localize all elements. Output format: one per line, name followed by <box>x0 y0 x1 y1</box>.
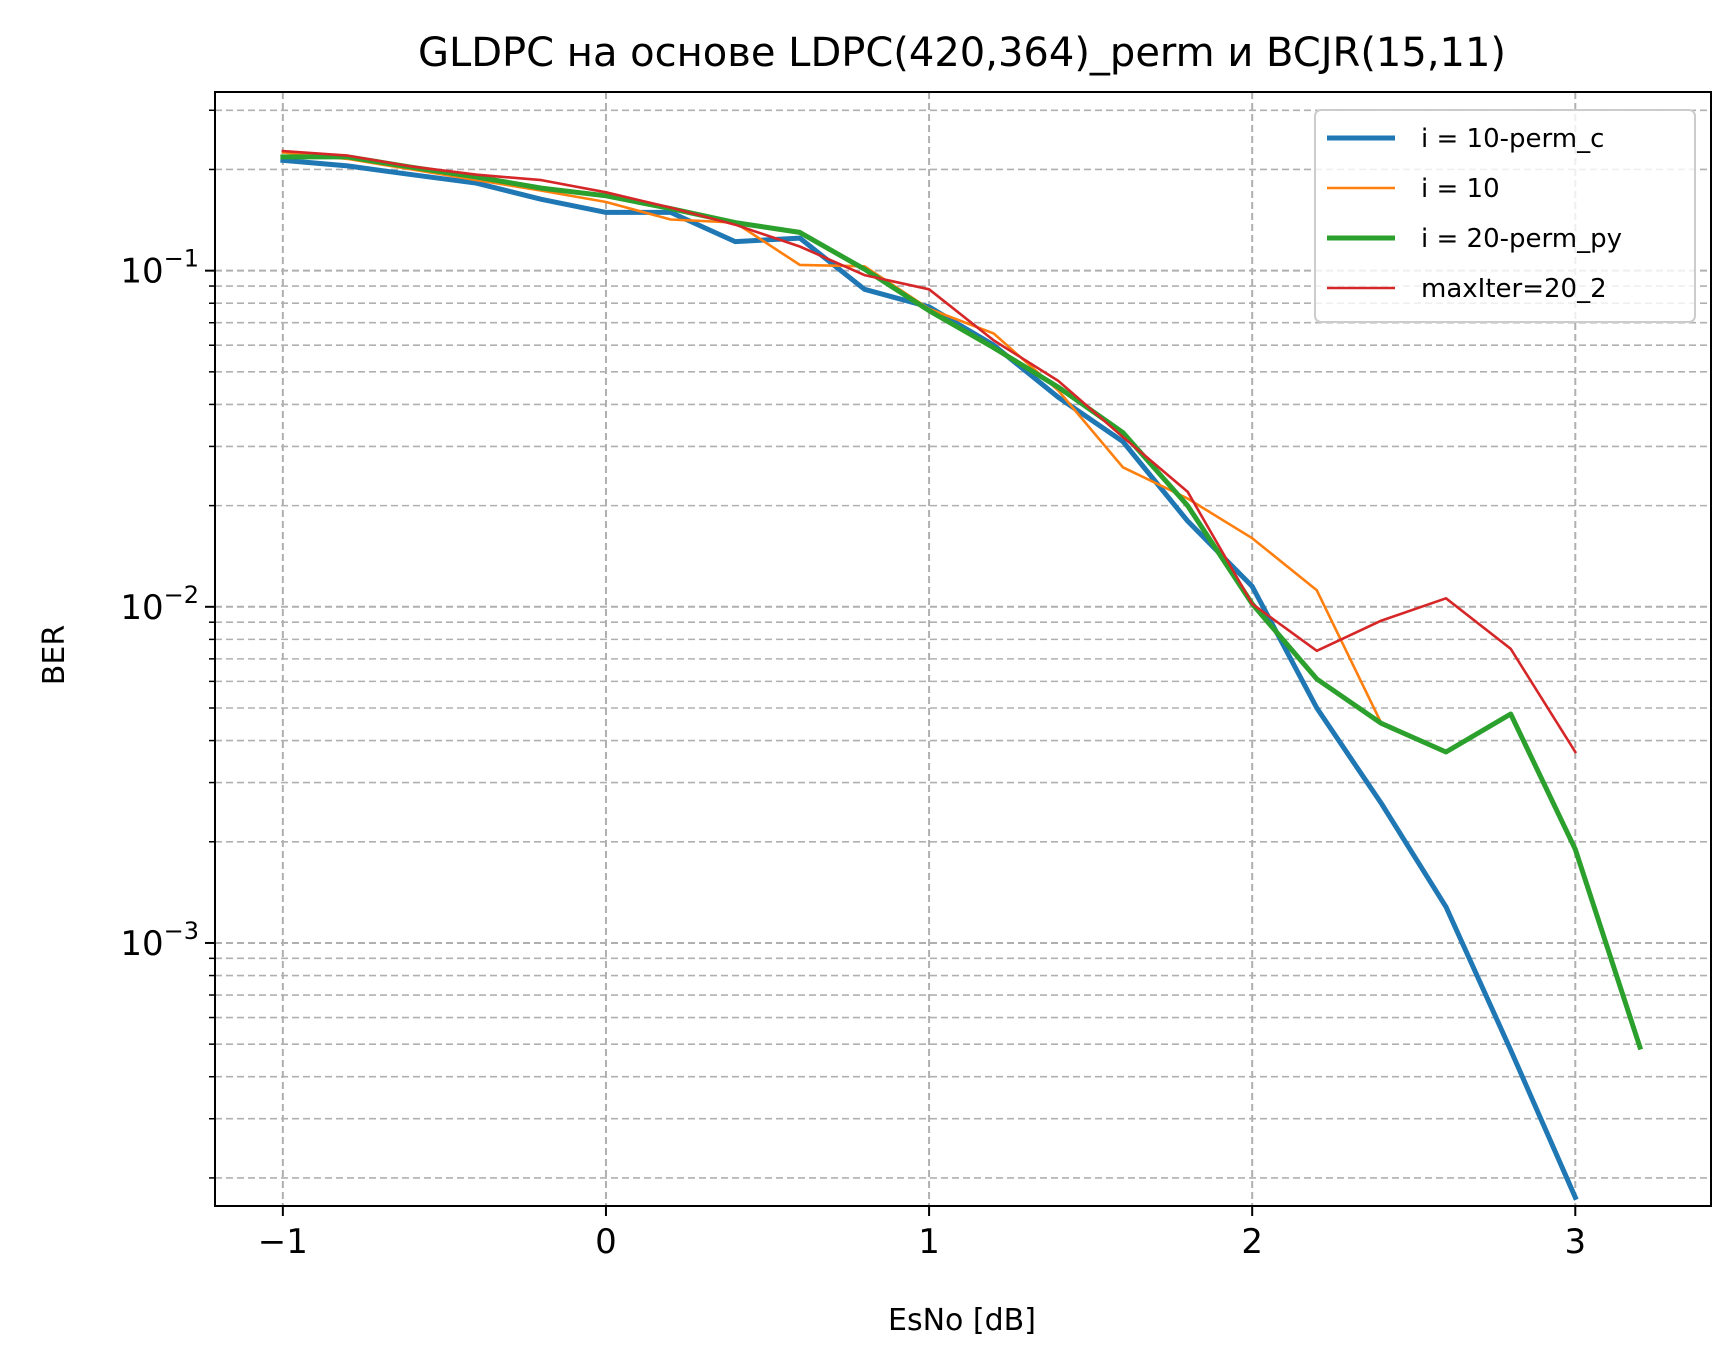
y-axis-label: BER <box>37 625 72 685</box>
y-tick-label: 10−3 <box>120 917 199 964</box>
legend: i = 10-perm_ci = 10 i = 20-perm_py maxIter… <box>1314 109 1696 323</box>
x-tick-label: −1 <box>258 1222 308 1262</box>
legend-label: i = 10 <box>1421 174 1500 204</box>
x-tick-label: 0 <box>595 1222 617 1262</box>
chart-title: GLDPC на основе LDPC(420,364)_perm и BCJ… <box>418 30 1506 76</box>
x-tick-label: 1 <box>918 1222 940 1262</box>
x-tick-label: 3 <box>1564 1222 1586 1262</box>
legend-label: i = 20-perm_py <box>1421 224 1622 254</box>
series-line <box>280 157 1579 1201</box>
legend-label: maxIter=20_2 <box>1421 274 1607 304</box>
x-tick-label: 2 <box>1241 1222 1263 1262</box>
series-line <box>281 150 1384 726</box>
plot-frame <box>214 91 1712 1207</box>
legend-box <box>1314 109 1696 323</box>
series-lines <box>280 149 1644 1201</box>
y-tick-label: 10−2 <box>120 581 199 628</box>
y-tick-label: 10−1 <box>120 245 199 292</box>
series-line <box>281 149 1578 754</box>
series-line <box>280 154 1644 1051</box>
legend-label: i = 10-perm_c <box>1421 124 1604 154</box>
axis-ticks: −1 0 1 2 3 10−1 10−2 10−3 <box>120 109 1586 1262</box>
x-axis-label: EsNo [dB] <box>888 1303 1036 1338</box>
